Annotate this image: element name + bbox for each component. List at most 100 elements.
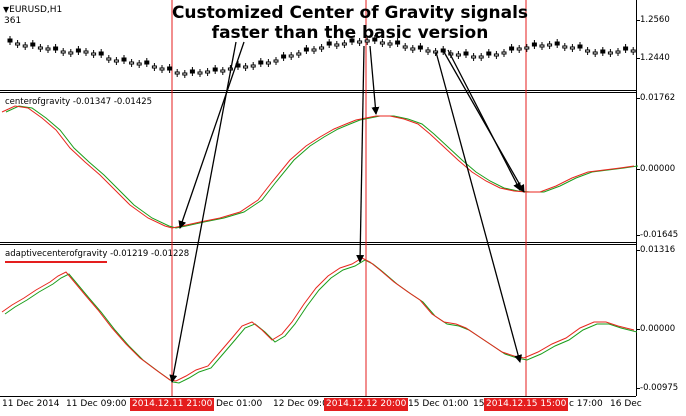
- candle: [91, 52, 97, 56]
- candle: [319, 46, 325, 50]
- candle: [357, 40, 363, 44]
- candle: [607, 51, 613, 55]
- indicator2-y-label: 0.01316: [640, 245, 676, 255]
- indicator1-slow-line: [5, 105, 639, 229]
- panel-divider: [0, 92, 636, 93]
- candle: [250, 64, 256, 68]
- candle: [493, 53, 499, 57]
- time-label: 11 Dec 2014: [2, 399, 60, 409]
- candle: [531, 42, 537, 47]
- signal-arrow: [356, 45, 365, 263]
- indicator2-y-label: 0.00000: [640, 324, 676, 334]
- candle: [402, 45, 408, 49]
- indicator1-y-label: 0.01762: [640, 93, 676, 103]
- candle: [311, 48, 317, 52]
- annotation-line-2: faster than the basic version: [211, 23, 489, 43]
- signal-arrow: [369, 45, 380, 115]
- candle: [379, 41, 385, 45]
- candle: [121, 57, 127, 62]
- indicator2-value1: -0.01219: [110, 249, 149, 259]
- candle: [7, 38, 13, 43]
- candle: [585, 49, 591, 53]
- candle: [53, 46, 59, 51]
- signal-arrow: [435, 51, 523, 363]
- candle: [273, 59, 279, 63]
- candle: [326, 41, 332, 46]
- candle: [243, 65, 249, 69]
- signal-arrow: [169, 41, 237, 383]
- indicator1-value2: -0.01425: [113, 97, 153, 107]
- candle: [15, 42, 21, 46]
- candle: [334, 43, 340, 47]
- candle: [174, 71, 180, 75]
- signal-arrow: [178, 41, 245, 229]
- time-label: 15 Dec 01:00: [408, 399, 469, 409]
- time-label: 12 Dec 09:00: [273, 399, 334, 409]
- candle: [387, 42, 393, 46]
- candle: [205, 70, 211, 74]
- candle: [106, 57, 112, 61]
- candle: [600, 49, 606, 54]
- candle: [486, 51, 492, 56]
- panel-divider: [0, 242, 636, 243]
- candle: [151, 65, 157, 69]
- symbol-label: EURUSD,H1: [9, 5, 63, 15]
- y-tick: [636, 388, 640, 389]
- y-tick: [636, 98, 640, 99]
- candle: [372, 37, 378, 42]
- candle: [30, 42, 36, 47]
- time-label: c 17:00: [569, 399, 603, 409]
- candle: [516, 47, 522, 51]
- candle: [288, 54, 294, 58]
- indicator1-name: centerofgravity: [5, 97, 71, 107]
- bar-value: 361: [4, 16, 22, 26]
- time-marker-label[interactable]: 2014.12.15 15:00: [484, 398, 569, 411]
- candle: [83, 50, 89, 54]
- candle: [136, 62, 142, 66]
- candle: [281, 54, 287, 59]
- candle: [60, 50, 66, 54]
- panel-divider: [0, 90, 636, 91]
- candle: [265, 61, 271, 65]
- candle: [303, 47, 309, 52]
- candle: [539, 44, 545, 48]
- symbol-header[interactable]: ▼EURUSD,H1: [3, 4, 62, 16]
- price-axis-line: [636, 0, 637, 396]
- candle: [509, 46, 515, 51]
- time-label: 15: [473, 399, 485, 409]
- candle: [22, 44, 28, 48]
- indicator2-y-label: -0.00975: [640, 383, 679, 393]
- time-marker-label[interactable]: 2014.12.12 20:00: [324, 398, 409, 411]
- annotation-line-1: Customized Center of Gravity signals: [171, 3, 529, 23]
- candle: [501, 51, 507, 55]
- indicator1-title[interactable]: centerofgravity -0.01347 -0.01425: [5, 97, 152, 107]
- indicator1-y-label: -0.01645: [640, 230, 679, 240]
- time-marker-label[interactable]: 2014.12.11 21:00: [130, 398, 215, 411]
- candle: [258, 60, 264, 65]
- candle: [113, 59, 119, 63]
- time-label: 16 Dec: [610, 399, 642, 409]
- candle: [189, 69, 195, 74]
- candle: [341, 42, 347, 46]
- time-label: Dec 01:00: [216, 399, 263, 409]
- price-y-label: 1.2560: [640, 15, 670, 25]
- candle: [592, 51, 598, 55]
- candle: [37, 46, 43, 50]
- y-tick: [636, 20, 640, 21]
- y-tick: [636, 235, 640, 236]
- indicator2-name: adaptivecenterofgravity: [5, 249, 108, 263]
- candle: [630, 49, 636, 53]
- candle: [395, 40, 401, 45]
- dropdown-icon[interactable]: ▼: [3, 5, 10, 14]
- y-tick: [636, 250, 640, 251]
- y-tick: [636, 58, 640, 59]
- candle: [364, 39, 370, 43]
- y-tick: [636, 169, 640, 170]
- candle: [577, 44, 583, 49]
- candle: [471, 55, 477, 59]
- candle: [167, 66, 173, 71]
- candle: [182, 72, 188, 76]
- candle: [129, 61, 135, 65]
- indicator2-title[interactable]: adaptivecenterofgravity -0.01219 -0.0122…: [5, 249, 189, 263]
